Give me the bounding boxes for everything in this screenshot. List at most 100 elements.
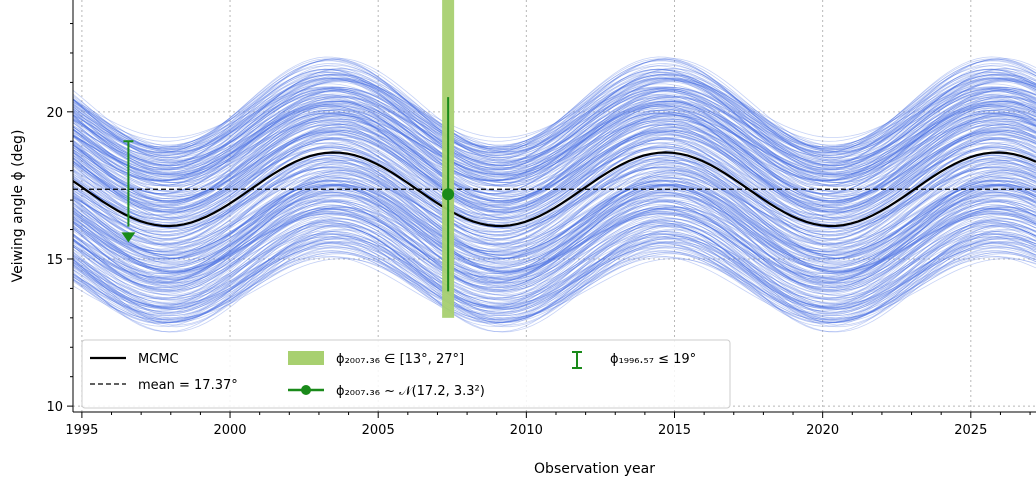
sample-curve bbox=[73, 200, 1036, 284]
sample-curve bbox=[73, 205, 1036, 293]
sample-curve bbox=[73, 206, 1036, 270]
sample-curve bbox=[73, 213, 1036, 289]
sample-curve bbox=[73, 242, 1036, 309]
sample-curve bbox=[73, 117, 1036, 200]
sample-curve bbox=[73, 113, 1036, 202]
sample-curve bbox=[73, 200, 1036, 299]
sample-curve bbox=[73, 136, 1036, 230]
sample-curve bbox=[73, 191, 1036, 268]
sample-curve bbox=[73, 116, 1036, 213]
sample-curve bbox=[73, 180, 1036, 257]
sample-curve bbox=[73, 79, 1036, 175]
sample-curve bbox=[73, 99, 1036, 164]
sample-curve bbox=[73, 237, 1036, 305]
sample-curve bbox=[73, 91, 1036, 192]
sample-curve bbox=[73, 126, 1036, 198]
sample-curve bbox=[73, 74, 1036, 142]
sample-curve bbox=[73, 256, 1036, 317]
sample-curve bbox=[73, 219, 1036, 307]
sample-curve bbox=[73, 112, 1036, 194]
sample-curve bbox=[73, 93, 1036, 171]
sample-curve bbox=[73, 89, 1036, 181]
sample-curve bbox=[73, 76, 1036, 139]
sample-curve bbox=[73, 109, 1036, 180]
mcmc-curve bbox=[73, 151, 1036, 228]
sample-curve bbox=[73, 185, 1036, 273]
sample-curve bbox=[73, 95, 1036, 164]
sample-curve bbox=[73, 229, 1036, 326]
sample-curve bbox=[73, 126, 1036, 214]
sample-curve bbox=[73, 199, 1036, 272]
sample-curve bbox=[73, 64, 1036, 153]
sample-curve bbox=[73, 225, 1036, 324]
sample-curve bbox=[73, 183, 1036, 261]
sample-curve bbox=[73, 207, 1036, 287]
sample-curve bbox=[73, 129, 1036, 200]
sample-curve bbox=[73, 246, 1036, 321]
sample-curve bbox=[73, 58, 1036, 159]
sample-curve bbox=[73, 109, 1036, 193]
sample-curve bbox=[73, 88, 1036, 188]
sample-curve bbox=[73, 73, 1036, 156]
sample-curve bbox=[73, 165, 1036, 228]
legend-swatch-band bbox=[288, 351, 324, 365]
sample-curve bbox=[73, 77, 1036, 146]
sample-curve bbox=[73, 241, 1036, 333]
sample-curve bbox=[73, 255, 1036, 320]
sample-curve bbox=[73, 78, 1036, 156]
sample-curve bbox=[73, 211, 1036, 295]
sample-curve bbox=[73, 235, 1036, 328]
sample-curve bbox=[73, 139, 1036, 220]
sample-curve bbox=[73, 114, 1036, 204]
sample-curve bbox=[73, 176, 1036, 264]
sample-curve bbox=[73, 138, 1036, 218]
sample-curve bbox=[73, 232, 1036, 333]
upper-limit-arrow bbox=[121, 232, 136, 243]
sample-curve bbox=[73, 142, 1036, 220]
sample-curve bbox=[73, 198, 1036, 263]
sample-curve bbox=[73, 157, 1036, 244]
sample-curve bbox=[73, 130, 1036, 210]
sample-curve bbox=[73, 109, 1036, 208]
sample-curve bbox=[73, 252, 1036, 323]
sample-curve bbox=[73, 208, 1036, 305]
sample-curve bbox=[73, 88, 1036, 182]
sample-curve bbox=[73, 231, 1036, 315]
sample-curve bbox=[73, 216, 1036, 278]
sample-curve bbox=[73, 153, 1036, 229]
sample-curve bbox=[73, 102, 1036, 163]
sample-curve bbox=[73, 113, 1036, 204]
sample-curve bbox=[73, 101, 1036, 183]
sample-curve bbox=[73, 96, 1036, 176]
legend-label-ul: ϕ₁₉₉₆.₅₇ ≤ 19° bbox=[610, 352, 696, 367]
sample-curve bbox=[73, 85, 1036, 148]
sample-curve bbox=[73, 207, 1036, 286]
sample-curve bbox=[73, 101, 1036, 178]
sample-curve bbox=[73, 75, 1036, 166]
sample-curve bbox=[73, 71, 1036, 167]
sample-curve bbox=[73, 205, 1036, 292]
sample-curve bbox=[73, 238, 1036, 311]
sample-curve bbox=[73, 124, 1036, 205]
sample-curve bbox=[73, 191, 1036, 266]
sample-curve bbox=[73, 127, 1036, 213]
sample-curve bbox=[73, 185, 1036, 264]
sample-curve bbox=[73, 228, 1036, 310]
x-tick-label: 2000 bbox=[213, 423, 246, 438]
sample-curve bbox=[73, 113, 1036, 182]
sample-curve bbox=[73, 88, 1036, 175]
sample-curve bbox=[73, 223, 1036, 308]
sample-curve bbox=[73, 154, 1036, 245]
sample-curve bbox=[73, 69, 1036, 150]
sample-curve bbox=[73, 145, 1036, 240]
sample-curve bbox=[73, 185, 1036, 278]
sample-curve bbox=[73, 129, 1036, 214]
sample-curve bbox=[73, 68, 1036, 162]
sample-curve bbox=[73, 222, 1036, 309]
sample-curve bbox=[73, 183, 1036, 254]
sample-curve bbox=[73, 91, 1036, 158]
legend-label-gauss: ϕ₂₀₀₇.₃₆ ~ 𝒩(17.2, 3.3²) bbox=[336, 384, 485, 399]
sample-curve bbox=[73, 79, 1036, 166]
sample-curve bbox=[73, 131, 1036, 212]
sample-curve bbox=[73, 120, 1036, 202]
